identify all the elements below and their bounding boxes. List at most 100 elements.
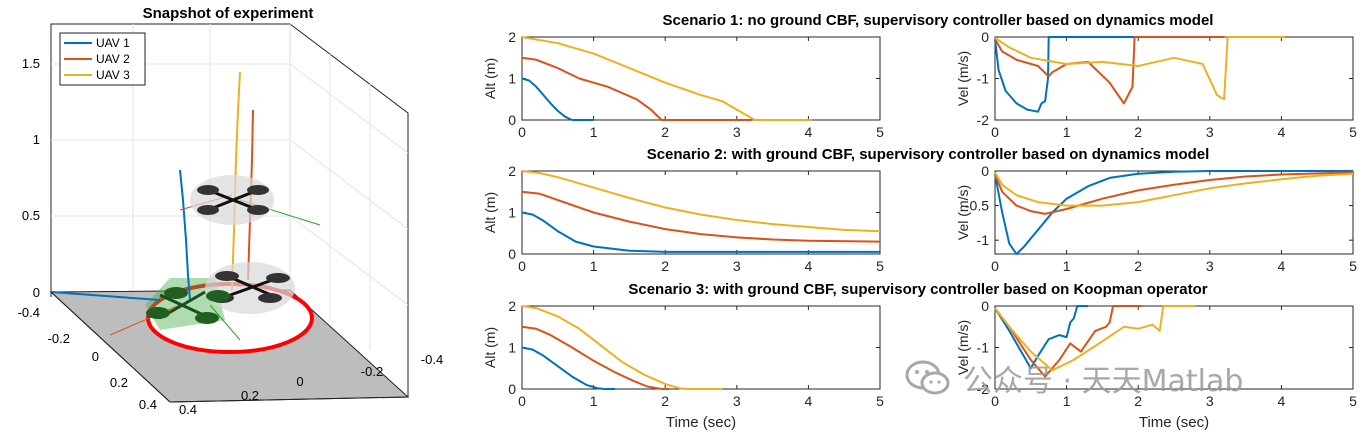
series-line-uav3	[521, 170, 881, 233]
x-tick-label: 0	[518, 258, 526, 274]
x-tick: -0.2	[48, 331, 70, 346]
chart-panel-3: 0 1 2 3 4 5 0 1 2 Alt (m) Scenario 2: with ground …	[482, 146, 1209, 274]
x-tick-label: 1	[590, 124, 598, 140]
uav1-ground-path	[50, 291, 161, 301]
snapshot-title: Snapshot of experiment	[143, 5, 314, 22]
x-tick: 0.4	[139, 397, 157, 412]
series-line-uav1	[521, 211, 880, 253]
y-tick-label: 1	[508, 340, 516, 356]
y-tick-label: 0	[508, 112, 516, 128]
body-axis	[209, 304, 241, 341]
x-tick-label: 1	[1063, 124, 1071, 140]
x-tick-label: 2	[1134, 124, 1142, 140]
x-tick-label: 1	[1063, 258, 1071, 274]
x-tick-label: 3	[733, 124, 741, 140]
chart-panel-5: 0 1 2 3 4 5 0 1 2 Alt (m) Scenario 3: with ground …	[482, 281, 1208, 431]
x-tick-label: 1	[1063, 393, 1071, 409]
x-axis-label: Time (sec)	[666, 414, 736, 431]
x-axis-line	[50, 291, 171, 403]
legend-label-uav2: UAV 2	[96, 52, 130, 66]
series-line-uav2	[521, 325, 669, 390]
chart-panel-1: 0 1 2 3 4 5 0 1 2 Alt (m) Scenario 1: no ground CB…	[482, 12, 1213, 140]
series-line-uav3	[994, 305, 1196, 372]
series-line-uav2	[521, 56, 752, 121]
x-tick-label: 5	[876, 393, 884, 409]
series-line-uav1	[521, 346, 616, 390]
y-tick-label: -0.5	[965, 198, 989, 214]
x-tick-label: 5	[876, 258, 884, 274]
x-tick-label: 4	[1278, 393, 1286, 409]
z-tick: 1	[33, 132, 40, 147]
wechat-icon	[905, 358, 951, 398]
uav1-trajectory	[179, 169, 191, 301]
uav3-trajectory	[231, 71, 241, 291]
x-axis-label: Time (sec)	[1139, 414, 1209, 431]
chart-panel-6: 0 1 2 3 4 5 -2 -1 0 Vel (m/s) Time (sec)	[955, 298, 1357, 431]
watermark: 公众号 · 天天Matlab	[905, 356, 1243, 400]
z-tick: 1.5	[22, 56, 40, 71]
right-wall-edge	[289, 23, 409, 397]
rotor	[197, 205, 219, 215]
y-axis-label: Alt (m)	[482, 58, 498, 99]
quad-arm	[207, 188, 259, 212]
series-line-uav3	[521, 36, 812, 121]
y-tick-label: 2	[508, 163, 516, 179]
series-line-uav2	[994, 305, 1142, 378]
y-axis-label: Alt (m)	[482, 192, 498, 233]
series-line-uav1	[994, 36, 1139, 113]
x-tick-label: 4	[805, 258, 813, 274]
x-tick-label: 5	[1349, 258, 1357, 274]
y-tick-label: -2	[977, 381, 990, 397]
plot-area	[994, 305, 1354, 390]
x-tick-label: 5	[1349, 393, 1357, 409]
x-tick-label: 3	[1206, 393, 1214, 409]
y-tick-label: 2	[508, 298, 516, 314]
plot-area	[521, 305, 881, 390]
y-tick-label: 0	[508, 246, 516, 262]
y-tick: -0.2	[361, 364, 383, 379]
rotor	[258, 293, 282, 303]
x-tick: -0.4	[18, 305, 40, 320]
series-line-uav2	[521, 190, 881, 243]
y-tick-label: -1	[977, 71, 990, 87]
z-tick: 0.5	[22, 208, 40, 223]
y-tick: -0.4	[421, 352, 443, 367]
x-tick-label: 3	[733, 393, 741, 409]
rotor	[164, 287, 188, 299]
y-tick-label: 1	[508, 71, 516, 87]
rotor	[197, 185, 219, 195]
rotor	[247, 185, 269, 195]
scenario-title: Scenario 3: with ground CBF, supervisory…	[628, 281, 1207, 298]
x-tick-label: 4	[1278, 124, 1286, 140]
x-tick-label: 3	[1206, 124, 1214, 140]
x-tick-label: 2	[1134, 258, 1142, 274]
x-tick-label: 0	[991, 258, 999, 274]
y-tick-label: 0	[981, 298, 989, 314]
rotor	[266, 273, 290, 283]
y-axis-line	[169, 396, 409, 403]
series-line-uav1	[994, 305, 1089, 370]
series-line-uav3	[994, 36, 1285, 101]
y-tick-label: 0	[981, 29, 989, 45]
y-tick-label: 0	[508, 381, 516, 397]
scenario-title: Scenario 2: with ground CBF, supervisory…	[647, 146, 1210, 163]
x-tick-label: 2	[1134, 393, 1142, 409]
rotor	[146, 307, 170, 319]
quad-arm	[221, 276, 279, 300]
x-tick-label: 0	[991, 124, 999, 140]
back-grid	[51, 24, 409, 350]
x-tick-label: 4	[805, 393, 813, 409]
x-tick: 0	[92, 349, 99, 364]
y-tick-label: -1	[977, 232, 990, 248]
series-line-uav3	[994, 171, 1354, 207]
x-tick-label: 4	[1278, 258, 1286, 274]
legend-label-uav3: UAV 3	[96, 68, 130, 82]
x-tick-label: 0	[518, 393, 526, 409]
x-tick-label: 2	[661, 124, 669, 140]
scenario-plots: 0 1 2 3 4 5 0 1 2 Alt (m) Scenario 1: no ground CB…	[482, 12, 1357, 431]
scenario-title: Scenario 1: no ground CBF, supervisory c…	[663, 12, 1214, 29]
x-tick-label: 1	[590, 393, 598, 409]
series-line-uav3	[521, 305, 723, 390]
chart-panel-2: 0 1 2 3 4 5 -2 -1 0 Vel (m/s)	[955, 29, 1357, 140]
